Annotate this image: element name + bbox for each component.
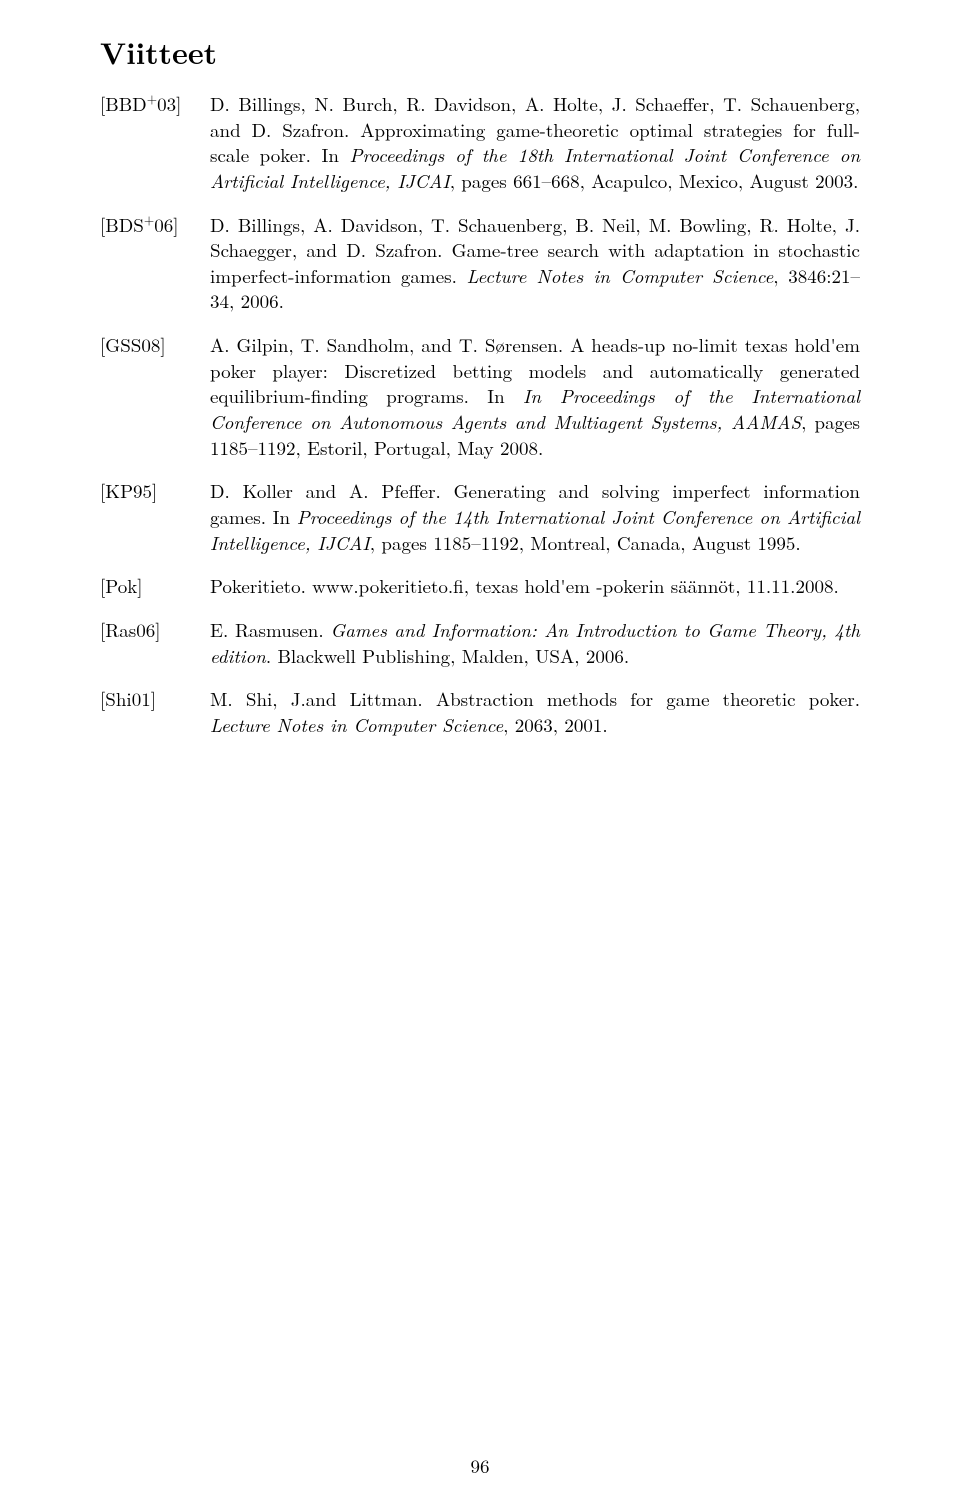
reference-key-suffix: 03] (157, 90, 181, 117)
reference-key: [KP95] (100, 478, 210, 504)
reference-text-post: . Blackwell Publishing, Malden, USA, 200… (266, 642, 629, 669)
reference-key: [GSS08] (100, 332, 210, 358)
page-number: 96 (0, 1452, 960, 1479)
reference-text-post: , pages 1185–1192, Montreal, Canada, Aug… (370, 529, 801, 556)
reference-text-italic: Lecture Notes in Computer Science (467, 262, 774, 289)
reference-text-post: , 2063, 2001. (503, 711, 608, 738)
reference-entry: [Ras06] E. Rasmusen. Games and Informatio… (100, 617, 860, 668)
reference-key: [Ras06] (100, 617, 210, 643)
reference-key-prefix: [Pok] (100, 572, 143, 599)
reference-body: Pokeritieto. www.pokeritieto.fi, texas h… (210, 573, 860, 599)
reference-key: [Shi01] (100, 686, 210, 712)
reference-body: D. Billings, N. Burch, R. Davidson, A. H… (210, 91, 860, 194)
reference-body: E. Rasmusen. Games and Information: An I… (210, 617, 860, 668)
reference-body: D. Billings, A. Davidson, T. Schauenberg… (210, 212, 860, 315)
reference-text-italic: Lecture Notes in Computer Science (210, 711, 503, 738)
reference-key: [Pok] (100, 573, 210, 599)
reference-entry: [Shi01] M. Shi, J.and Littman. Abstractio… (100, 686, 860, 737)
reference-key-sup: + (147, 89, 157, 108)
reference-key-prefix: [Shi01] (100, 685, 156, 712)
reference-entry: [BBD+03]D. Billings, N. Burch, R. Davids… (100, 91, 860, 194)
reference-key-prefix: [Ras06] (100, 616, 161, 643)
section-title: Viitteet (100, 30, 860, 73)
reference-key-sup: + (144, 209, 154, 228)
reference-entry: [GSS08] A. Gilpin, T. Sandholm, and T. Sø… (100, 332, 860, 460)
reference-key: [BDS+06] (100, 212, 210, 238)
reference-entry: [Pok] Pokeritieto. www.pokeritieto.fi, te… (100, 573, 860, 599)
reference-body: A. Gilpin, T. Sandholm, and T. Sørensen.… (210, 332, 860, 460)
reference-body: D. Koller and A. Pfeffer. Generating and… (210, 478, 860, 555)
reference-text-post: , pages 661–668, Acapulco, Mexico, Augus… (450, 167, 859, 194)
reference-text-pre: M. Shi, J.and Littman. Abstraction metho… (210, 685, 860, 712)
reference-key-prefix: [BDS (100, 211, 144, 238)
reference-key-prefix: [KP95] (100, 477, 157, 504)
reference-entry: [BDS+06]D. Billings, A. Davidson, T. Sch… (100, 212, 860, 315)
reference-key: [BBD+03] (100, 91, 210, 117)
reference-entry: [KP95] D. Koller and A. Pfeffer. Generati… (100, 478, 860, 555)
reference-key-prefix: [GSS08] (100, 331, 166, 358)
reference-key-suffix: 06] (154, 211, 178, 238)
reference-key-prefix: [BBD (100, 90, 147, 117)
reference-text-pre: Pokeritieto. www.pokeritieto.fi, texas h… (210, 572, 839, 599)
page: Viitteet [BBD+03]D. Billings, N. Burch, … (0, 0, 960, 1509)
reference-body: M. Shi, J.and Littman. Abstraction metho… (210, 686, 860, 737)
references-list: [BBD+03]D. Billings, N. Burch, R. Davids… (100, 91, 860, 737)
reference-text-pre: E. Rasmusen. (210, 616, 330, 643)
